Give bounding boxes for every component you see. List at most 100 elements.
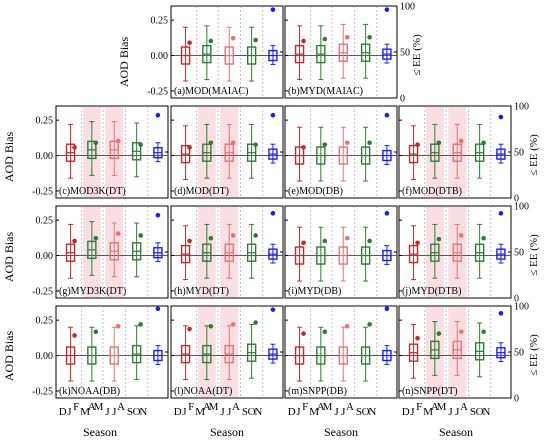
- season-tick-label: J: [67, 406, 72, 418]
- season-tick-label: A: [232, 401, 240, 413]
- season-tick-label: M: [423, 406, 433, 418]
- y-tick-label: 0.00: [36, 151, 54, 162]
- ee-dot: [187, 40, 192, 46]
- ee-dot: [481, 140, 486, 146]
- ee-dot: [498, 114, 504, 120]
- panel-label: (e)MOD(DB): [288, 186, 343, 197]
- season-tick-label: M: [209, 401, 219, 413]
- season-tick-label: S: [470, 406, 476, 418]
- season-tick-label: O: [362, 406, 370, 418]
- ee-dot: [155, 112, 161, 118]
- ee-dot: [270, 307, 276, 312]
- season-tick-label: M: [437, 401, 447, 413]
- y-axis-label-row-2: AOD Bias: [2, 132, 16, 183]
- season-tick-label: D: [402, 406, 410, 418]
- season-tick-label: O: [133, 406, 141, 418]
- panel-frame: [170, 5, 284, 99]
- ee-dot: [384, 7, 390, 12]
- season-tick-label: N: [139, 406, 147, 418]
- season-tick-label: N: [254, 406, 262, 418]
- ee-tick-label: 100: [400, 2, 415, 13]
- ee-tick-label: 50: [514, 248, 524, 259]
- ee-tick-label: 100: [514, 302, 529, 313]
- ee-tick-label: 0: [514, 294, 519, 305]
- season-tick-label: J: [112, 406, 117, 418]
- season-tick-label: J: [410, 406, 415, 418]
- panel: (k)NOAA(DB)0.250.00-0.25D J F MAM J J A S ON: [32, 305, 169, 418]
- panel-frame: [55, 305, 169, 399]
- ee-dot: [301, 331, 306, 336]
- season-tick-label: A: [88, 401, 96, 413]
- panel-label: (m)SNPP(DB): [288, 386, 347, 397]
- panel: (g)MYD3K(DT) 0.25 0.00 -0.25: [32, 205, 169, 299]
- y-tick-label: -0.25: [147, 86, 168, 97]
- panel: (j)MYD(DTB) 100 50 0: [398, 202, 529, 305]
- y-tick-label: -0.25: [32, 386, 53, 397]
- panel-label: (f)MOD(DTB): [402, 186, 462, 197]
- panel-label: (h)MYD(DT): [174, 286, 229, 297]
- panel: (d)MOD(DT): [170, 105, 284, 199]
- y-tick-label: 0.25: [36, 216, 54, 227]
- season-tick-label: M: [94, 401, 104, 413]
- season-tick-label: J: [296, 406, 301, 418]
- panel-frame: [284, 5, 398, 99]
- season-tick-label: A: [203, 401, 211, 413]
- season-tick-label: S: [356, 406, 362, 418]
- ee-dot: [187, 326, 192, 332]
- panel-label: (g)MYD3K(DT): [59, 286, 126, 297]
- ee-dot: [230, 322, 236, 327]
- ee-dot: [322, 142, 328, 147]
- season-tick-label: M: [195, 406, 205, 418]
- ee-dot: [72, 333, 77, 338]
- ee-dot: [230, 35, 236, 41]
- y-tick-label: 0.25: [36, 316, 54, 327]
- ee-dot: [187, 238, 192, 244]
- ee-dot: [458, 138, 464, 144]
- ee-dot: [301, 240, 306, 246]
- panel: (a)MOD(MAIAC) 0.25 0.00 -0.25: [147, 5, 284, 99]
- ee-dot: [384, 112, 390, 118]
- season-tick-label: J: [341, 406, 346, 418]
- ee-dot: [138, 233, 143, 238]
- ee-dot: [498, 311, 504, 316]
- y-tick-label: -0.25: [32, 286, 53, 297]
- panel-label: (b)MYD(MAIAC): [288, 86, 363, 97]
- season-tick-label: J: [105, 406, 110, 418]
- ee-tick-label: 50: [514, 148, 524, 159]
- season-tick-label: N: [482, 406, 490, 418]
- ee-dot: [187, 145, 192, 150]
- ee-dot: [384, 306, 390, 312]
- ee-dot: [208, 235, 214, 241]
- ee-dot: [322, 238, 328, 244]
- season-tick-label: A: [317, 401, 325, 413]
- ee-dot: [115, 138, 121, 144]
- ee-dot: [115, 231, 121, 236]
- panel: (e)MOD(DB): [284, 105, 398, 199]
- season-tick-label: J: [220, 406, 225, 418]
- panel: (i)MYD(DB): [284, 205, 398, 299]
- y-tick-label: 0.25: [151, 16, 169, 27]
- ee-dot: [93, 329, 99, 335]
- ee-dot: [93, 140, 99, 146]
- y-axis-label-row-4: AOD Bias: [2, 331, 16, 382]
- panel-frame: [284, 305, 398, 399]
- ee-dot: [458, 329, 464, 335]
- season-tick-label: J: [227, 406, 232, 418]
- ee-dot: [208, 323, 214, 329]
- ee-dot: [270, 7, 276, 12]
- ee-dot: [481, 329, 486, 335]
- ee-dot: [270, 211, 276, 216]
- season-tick-label: O: [476, 406, 484, 418]
- x-axis-label-col-3: Season: [324, 425, 358, 439]
- season-tick-label: A: [346, 401, 354, 413]
- ee-dot: [253, 320, 258, 325]
- ee-dot: [253, 37, 258, 43]
- panel: (f)MOD(DTB) 100 50 0: [398, 102, 529, 205]
- panel-label: (i)MYD(DB): [288, 286, 341, 297]
- x-axis-label-col-2: Season: [210, 425, 244, 439]
- season-tick-label: J: [182, 406, 187, 418]
- ee-dot: [230, 233, 236, 238]
- ee-dot: [415, 142, 420, 147]
